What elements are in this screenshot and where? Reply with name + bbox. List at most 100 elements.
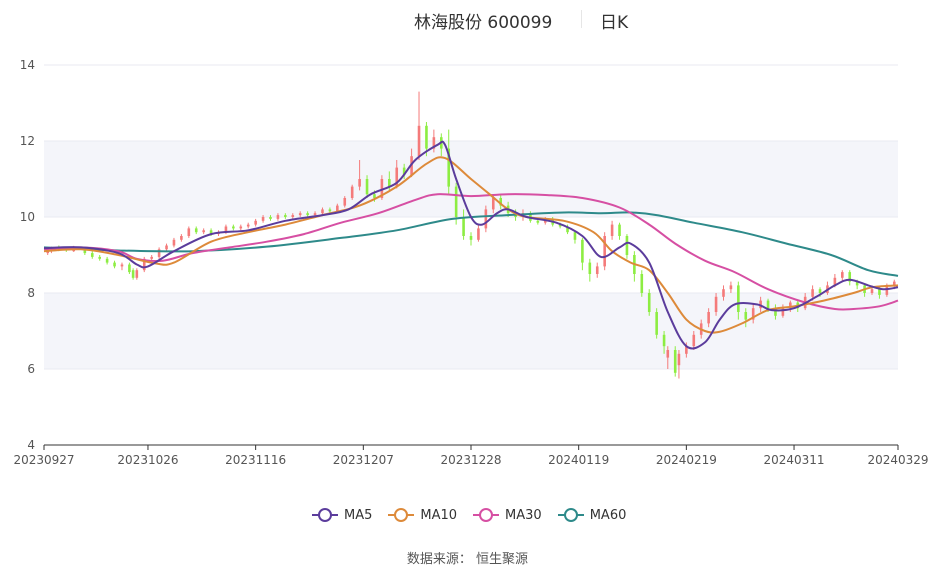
candle-body <box>833 277 837 286</box>
candle <box>402 163 406 179</box>
x-tick-label: 20240219 <box>656 453 717 467</box>
candle-body <box>328 209 332 212</box>
candle-body <box>165 245 168 250</box>
candle <box>848 270 852 286</box>
candle <box>722 285 725 301</box>
candle <box>625 234 629 259</box>
legend-item-ma60[interactable]: MA60 <box>557 507 627 523</box>
candle <box>610 220 614 240</box>
candle-body <box>120 264 124 267</box>
candle-body <box>269 217 272 219</box>
chart-legend: MA5 MA10 MA30 MA60 <box>312 505 626 525</box>
candle-body <box>484 209 488 229</box>
candle <box>618 222 621 240</box>
candle <box>246 222 250 229</box>
candle-body <box>447 148 451 187</box>
y-axis-labels: 14 12 10 8 6 4 <box>20 58 35 452</box>
candle-body <box>848 272 852 282</box>
candle-body <box>751 308 755 320</box>
candle <box>447 129 451 195</box>
candle-body <box>276 215 280 219</box>
candle-body <box>46 251 50 254</box>
candle <box>180 234 183 242</box>
candle-body <box>261 217 265 221</box>
candle-body <box>662 334 666 347</box>
candle <box>744 308 748 328</box>
legend-label: MA60 <box>589 507 627 523</box>
candle <box>774 304 777 320</box>
candle <box>291 213 295 219</box>
y-tick-label: 8 <box>27 286 35 300</box>
candle-body <box>892 281 896 286</box>
candle-body <box>566 226 569 233</box>
candle <box>751 304 755 324</box>
candle-body <box>491 198 495 210</box>
candle-body <box>187 228 191 236</box>
candle-body <box>878 289 881 295</box>
candle-body <box>707 312 710 324</box>
candle <box>477 224 480 242</box>
candle <box>306 211 309 217</box>
candle <box>417 91 421 160</box>
legend-item-ma30[interactable]: MA30 <box>473 508 542 523</box>
candle <box>714 293 718 316</box>
legend-label: MA30 <box>505 507 542 523</box>
period-selector[interactable]: 日K <box>600 13 629 33</box>
ma-line-ma5 <box>43 140 899 350</box>
candle-body <box>306 213 309 216</box>
candle <box>276 213 280 221</box>
legend-item-ma5[interactable]: MA5 <box>312 508 372 523</box>
candle-body <box>610 224 614 236</box>
legend-item-ma10[interactable]: MA10 <box>388 508 457 523</box>
candle-body <box>818 289 822 293</box>
candle <box>759 296 762 312</box>
candle-body <box>625 236 629 255</box>
candle-body <box>224 226 228 233</box>
candle <box>647 289 651 316</box>
data-source: 数据来源： 恒生聚源 <box>406 552 529 567</box>
candle <box>662 331 666 354</box>
candle-body <box>737 285 740 312</box>
candle-body <box>759 300 762 309</box>
legend-marker-icon <box>312 508 338 522</box>
candle-body <box>714 296 718 312</box>
candle-body <box>239 226 243 229</box>
candle-body <box>298 213 302 216</box>
candle <box>841 270 844 282</box>
x-tick-label: 20230927 <box>13 453 74 467</box>
candle-body <box>432 137 436 149</box>
candle-body <box>870 289 874 293</box>
candle <box>157 247 161 259</box>
candle-body <box>105 258 109 263</box>
candle-body <box>131 270 135 278</box>
candle-body <box>402 167 406 176</box>
candle-body <box>744 312 748 320</box>
candle-body <box>469 236 473 240</box>
candle-body <box>284 215 287 217</box>
x-tick-label: 20231207 <box>333 453 394 467</box>
candle <box>298 211 302 217</box>
candle-body <box>536 220 540 223</box>
candle <box>673 346 677 377</box>
candle <box>343 196 347 208</box>
candle-body <box>395 167 399 187</box>
candle-body <box>194 228 198 233</box>
candle-body <box>618 224 621 236</box>
candle-body <box>291 215 295 217</box>
candle-body <box>595 266 599 274</box>
legend-label: MA5 <box>344 507 373 523</box>
candle <box>187 226 191 238</box>
candle <box>261 215 265 223</box>
candle <box>692 331 696 350</box>
candle-body <box>90 253 94 257</box>
y-tick-label: 14 <box>20 58 35 72</box>
candle <box>135 268 139 280</box>
candle <box>269 215 272 221</box>
candle-body <box>640 274 644 293</box>
candle-body <box>841 272 844 278</box>
title-separator <box>581 10 582 28</box>
candle-body <box>655 312 658 335</box>
candle <box>90 251 94 259</box>
candle <box>707 308 710 328</box>
